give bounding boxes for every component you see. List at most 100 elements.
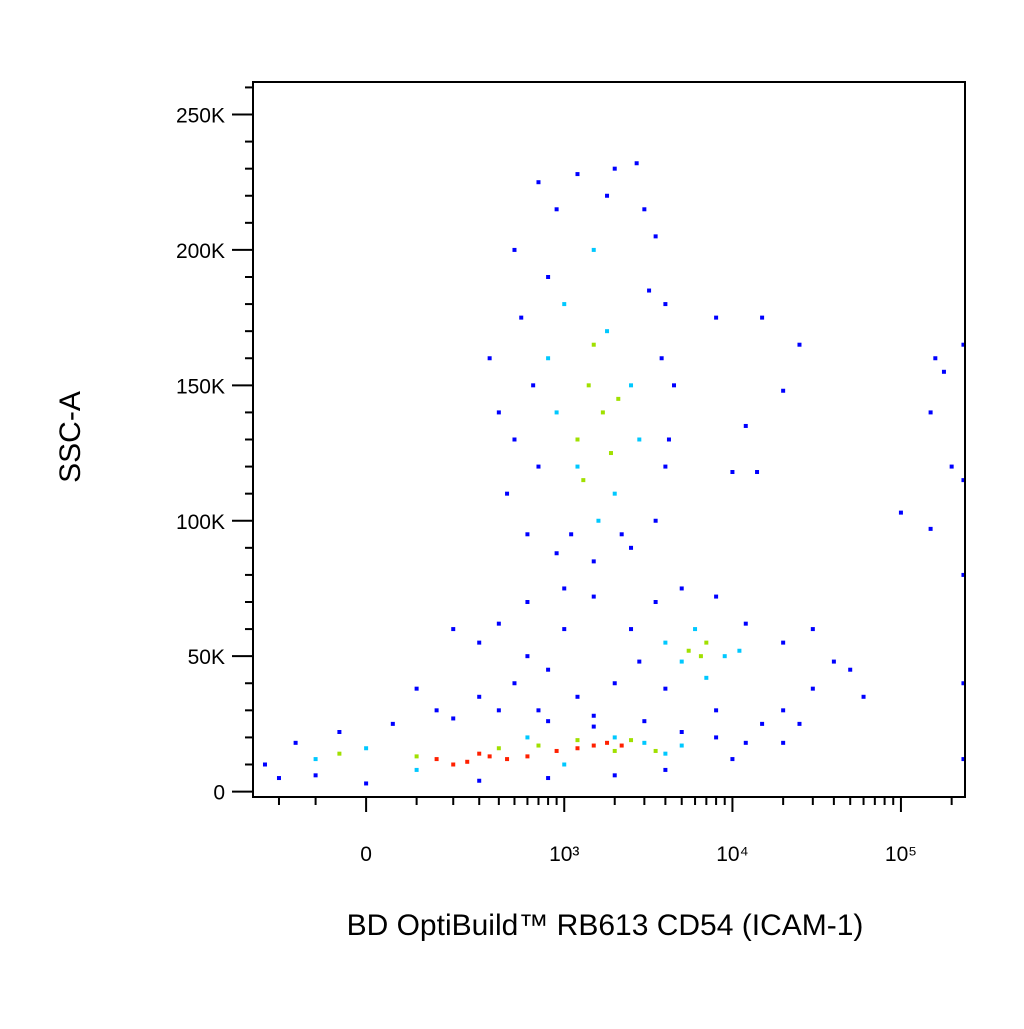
point xyxy=(600,410,605,415)
point xyxy=(554,207,559,212)
point xyxy=(616,396,621,401)
point xyxy=(663,464,668,469)
point xyxy=(861,694,866,699)
point xyxy=(525,735,530,740)
point xyxy=(637,659,642,664)
point xyxy=(487,356,492,361)
point xyxy=(512,437,517,442)
point xyxy=(276,776,281,781)
point xyxy=(586,383,591,388)
point xyxy=(722,654,727,659)
plot-frame xyxy=(252,81,966,798)
point xyxy=(434,708,439,713)
y-tick-label: 200K xyxy=(176,240,225,263)
point xyxy=(714,594,719,599)
point xyxy=(612,491,617,496)
point xyxy=(637,437,642,442)
point xyxy=(714,735,719,740)
point xyxy=(928,410,933,415)
point xyxy=(569,532,574,537)
point xyxy=(575,694,580,699)
point xyxy=(451,716,456,721)
y-tick-label: 0 xyxy=(213,782,225,805)
point xyxy=(581,478,586,483)
point xyxy=(949,464,954,469)
point xyxy=(898,510,903,515)
point xyxy=(554,410,559,415)
point xyxy=(714,708,719,713)
point xyxy=(659,356,664,361)
point xyxy=(525,754,530,759)
point xyxy=(575,437,580,442)
point xyxy=(612,166,617,171)
point xyxy=(554,748,559,753)
y-tick-label: 100K xyxy=(176,511,225,534)
point xyxy=(546,776,551,781)
point xyxy=(562,302,567,307)
point xyxy=(496,746,501,751)
point xyxy=(619,532,624,537)
point xyxy=(605,329,610,334)
point xyxy=(781,708,786,713)
point xyxy=(612,773,617,778)
point xyxy=(933,356,938,361)
point xyxy=(591,247,596,252)
point xyxy=(642,719,647,724)
point xyxy=(562,762,567,767)
point xyxy=(679,730,684,734)
point xyxy=(612,748,617,753)
point xyxy=(612,735,617,740)
point xyxy=(629,738,634,743)
point xyxy=(337,730,342,734)
point xyxy=(434,757,439,762)
point xyxy=(364,746,369,751)
point xyxy=(781,388,786,393)
point xyxy=(663,686,668,691)
point xyxy=(629,627,634,632)
point xyxy=(642,740,647,745)
point xyxy=(575,172,580,177)
point xyxy=(591,724,596,729)
point xyxy=(848,667,853,672)
point xyxy=(642,207,647,212)
point xyxy=(663,640,668,645)
point xyxy=(505,491,510,496)
point xyxy=(313,757,318,762)
point xyxy=(477,640,482,645)
point xyxy=(755,470,760,474)
point xyxy=(293,740,298,745)
y-tick-label: 150K xyxy=(176,375,225,398)
point xyxy=(810,627,815,632)
point xyxy=(760,315,765,320)
point xyxy=(337,751,342,756)
point xyxy=(546,275,551,279)
point xyxy=(704,675,709,680)
point xyxy=(525,532,530,537)
point xyxy=(672,383,677,388)
point xyxy=(941,369,946,374)
point xyxy=(536,708,541,713)
point xyxy=(313,773,318,778)
point xyxy=(730,757,735,762)
point xyxy=(961,757,966,762)
point xyxy=(743,740,748,745)
point xyxy=(831,659,836,664)
point xyxy=(546,719,551,724)
point xyxy=(575,746,580,751)
point xyxy=(262,762,267,767)
point xyxy=(666,437,671,442)
point xyxy=(781,740,786,745)
point xyxy=(414,754,419,759)
point xyxy=(496,708,501,713)
point xyxy=(663,767,668,772)
point xyxy=(525,654,530,659)
y-tick-label: 250K xyxy=(176,105,225,128)
point xyxy=(451,627,456,632)
point xyxy=(496,621,501,626)
point xyxy=(496,410,501,415)
x-tick-label: 10⁴ xyxy=(716,843,748,866)
point xyxy=(612,681,617,686)
point xyxy=(810,686,815,691)
y-tick-label: 50K xyxy=(188,646,225,669)
point xyxy=(961,342,966,347)
